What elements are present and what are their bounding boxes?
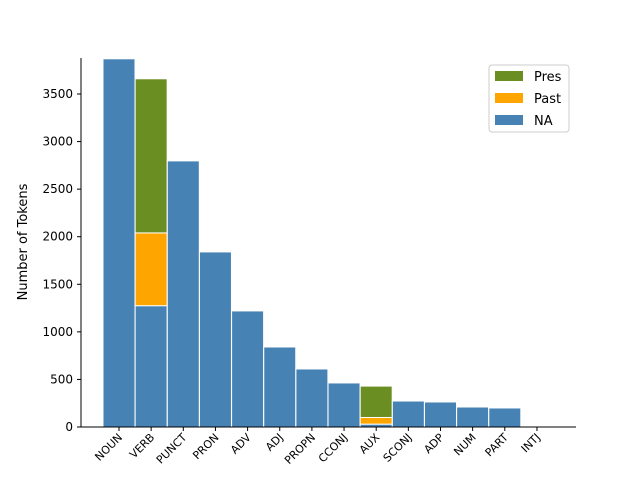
bar-adv-na — [231, 310, 265, 428]
y-tick-label: 3000 — [42, 135, 73, 149]
bar-propn-na — [295, 368, 329, 428]
x-tick-label: PRON — [190, 431, 221, 462]
bar-aux-pres — [359, 385, 393, 418]
y-tick-label: 0 — [65, 420, 73, 434]
x-tick-label: PROPN — [282, 431, 318, 467]
x-tick-label: PUNCT — [154, 431, 190, 467]
x-tick-label: AUX — [357, 431, 383, 457]
bar-verb-pres — [134, 78, 168, 234]
legend-label-na: NA — [534, 114, 553, 129]
x-tick-label: ADV — [228, 431, 254, 457]
legend-swatch-na — [495, 115, 523, 125]
y-tick-label: 1500 — [42, 277, 73, 291]
bar-aux-past — [359, 416, 393, 425]
bar-cconj-na — [327, 382, 361, 428]
legend-swatch-past — [495, 93, 523, 103]
bar-part-na — [488, 407, 522, 428]
x-tick-label: VERB — [127, 431, 157, 461]
bar-adj-na — [263, 346, 297, 428]
legend-label-pres: Pres — [534, 70, 562, 85]
y-tick-label: 2000 — [42, 230, 73, 244]
x-tick-label: NOUN — [92, 431, 125, 464]
bar-verb-past — [134, 232, 168, 307]
x-tick-label: ADJ — [263, 431, 286, 454]
x-tick-label: NUM — [451, 431, 478, 458]
y-axis-label: Number of Tokens — [16, 183, 31, 300]
bar-pron-na — [198, 251, 232, 428]
y-tick-label: 3500 — [42, 87, 73, 101]
x-tick-label: SCONJ — [381, 431, 415, 465]
legend: Pres Past NA — [488, 64, 570, 133]
x-tick-label: PART — [483, 431, 511, 459]
x-tick-label: ADP — [421, 431, 446, 456]
y-tick-label: 2500 — [42, 182, 73, 196]
y-tick-label: 1000 — [42, 325, 73, 339]
bar-punct-na — [166, 160, 200, 428]
x-tick-label: CCONJ — [316, 431, 350, 465]
bar-sconj-na — [391, 400, 425, 428]
x-tick-label: INTJ — [519, 431, 543, 455]
y-tick-label: 500 — [50, 372, 73, 386]
bar-adp-na — [424, 401, 457, 428]
bar-num-na — [456, 406, 490, 428]
bar-verb-na — [134, 305, 168, 428]
legend-label-past: Past — [534, 92, 561, 107]
bar-noun-na — [102, 58, 136, 428]
legend-swatch-pres — [495, 71, 523, 81]
